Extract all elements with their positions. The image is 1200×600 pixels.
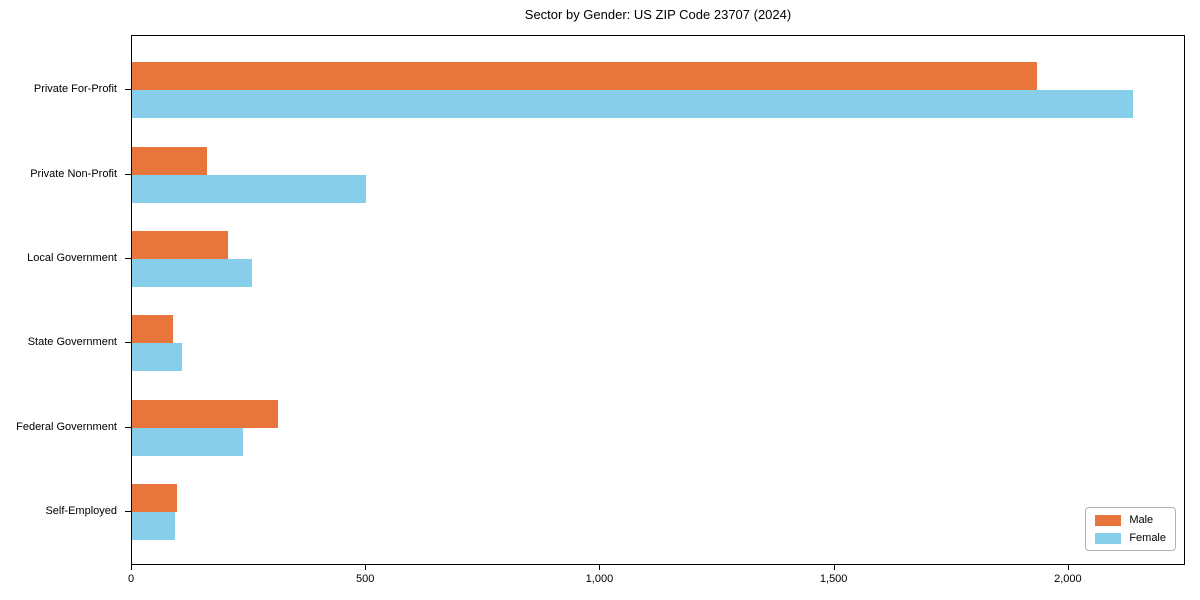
bar-male-federal-government xyxy=(132,399,278,428)
y-tick-mark xyxy=(125,173,131,175)
x-tick-mark xyxy=(833,565,835,570)
x-tick-mark xyxy=(131,565,132,570)
bar-male-self-employed xyxy=(132,483,177,512)
bar-male-private-non-profit xyxy=(132,146,207,175)
legend-item-male: Male xyxy=(1095,514,1166,526)
x-tick-label: 1,500 xyxy=(819,573,848,585)
bar-female-local-government xyxy=(132,258,253,287)
bar-female-private-non-profit xyxy=(132,174,366,203)
bar-male-private-for-profit xyxy=(132,62,1037,91)
bar-male-local-government xyxy=(132,230,228,259)
legend: Male Female xyxy=(1085,507,1176,551)
bar-female-federal-government xyxy=(132,427,244,456)
legend-label: Female xyxy=(1129,532,1166,544)
legend-label: Male xyxy=(1129,514,1154,526)
y-tick-label-local-government: Local Government xyxy=(27,251,117,264)
x-tick-label: 2,000 xyxy=(1054,573,1082,585)
y-tick-label-state-government: State Government xyxy=(27,336,117,349)
bar-female-private-for-profit xyxy=(132,90,1133,119)
y-tick-label-federal-government: Federal Government xyxy=(16,420,117,433)
y-tick-mark xyxy=(125,342,131,344)
x-tick-mark xyxy=(1067,565,1069,570)
x-tick-label: 1,000 xyxy=(585,573,614,585)
y-tick-mark xyxy=(125,426,131,428)
y-tick-label-private-non-profit: Private Non-Profit xyxy=(30,167,117,180)
legend-swatch-male xyxy=(1095,514,1122,526)
x-tick-mark xyxy=(365,565,367,570)
chart-title: Sector by Gender: US ZIP Code 23707 (202… xyxy=(524,7,792,22)
y-tick-mark xyxy=(125,510,131,512)
y-tick-mark xyxy=(125,89,131,91)
y-tick-label-private-for-profit: Private For-Profit xyxy=(33,83,117,96)
legend-item-female: Female xyxy=(1095,532,1166,544)
legend-swatch-female xyxy=(1095,532,1122,544)
bar-female-self-employed xyxy=(132,511,175,540)
y-tick-label-self-employed: Self-Employed xyxy=(45,504,117,517)
x-tick-label: 0 xyxy=(127,573,135,585)
plot-area: Male Female xyxy=(131,35,1185,565)
x-tick-mark xyxy=(599,565,601,570)
y-tick-mark xyxy=(125,257,131,259)
bar-male-state-government xyxy=(132,315,174,344)
x-tick-label: 500 xyxy=(356,573,375,585)
bar-female-state-government xyxy=(132,343,183,372)
